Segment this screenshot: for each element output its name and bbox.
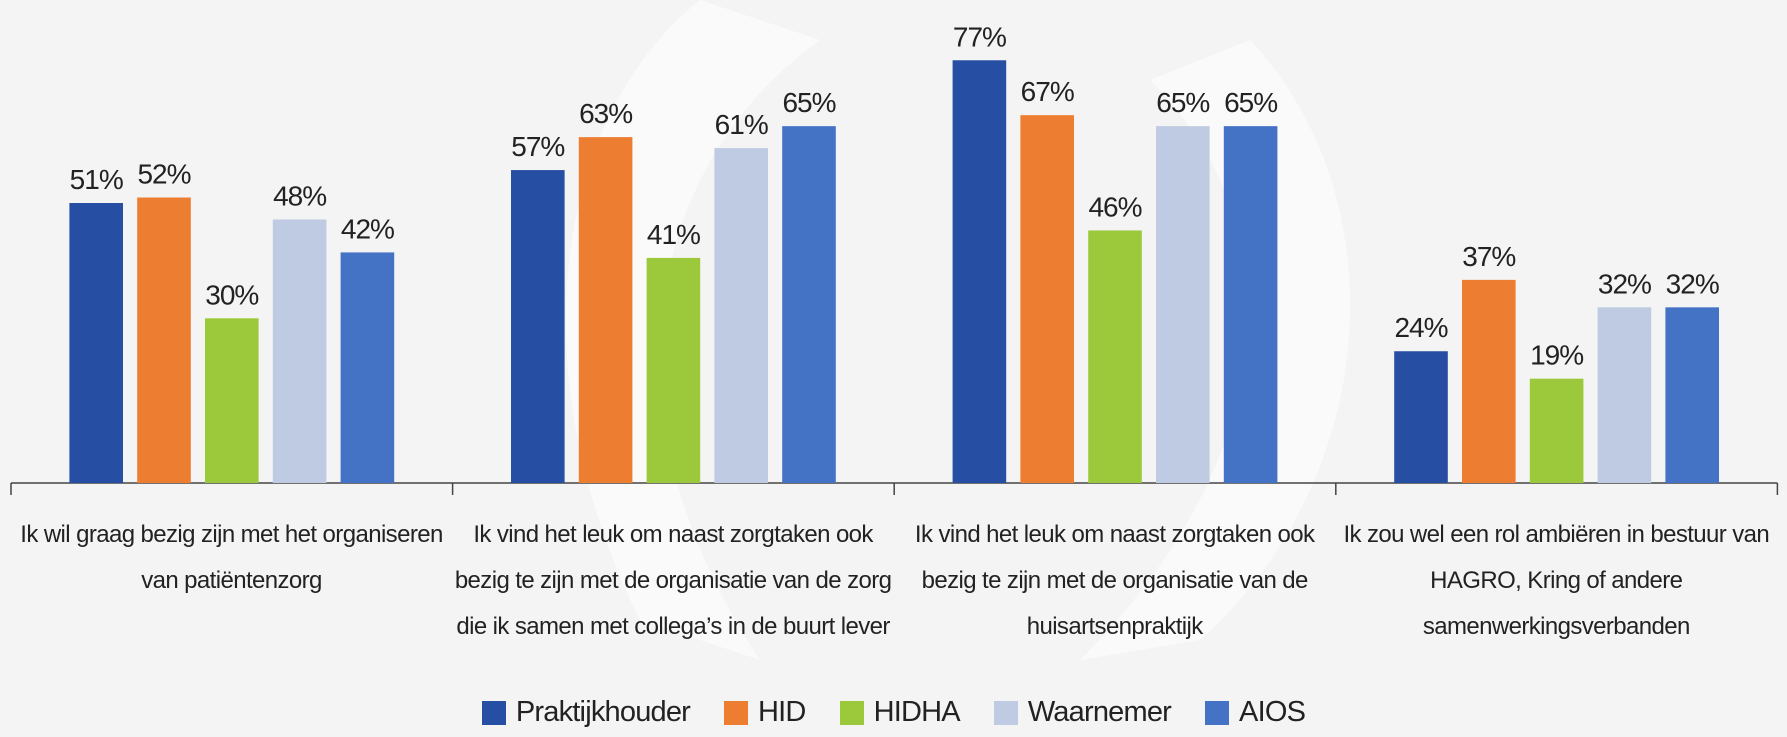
data-label: 65% [782,87,835,118]
data-label: 32% [1598,268,1651,299]
data-label: 37% [1462,241,1515,272]
data-label: 65% [1224,87,1277,118]
legend-swatch [993,700,1018,725]
legend-label: AIOS [1239,696,1306,728]
bar [272,219,327,484]
bar [340,252,395,483]
x-tick-label: Ik vind het leuk om naast zorgtaken ook … [914,521,1315,640]
bar [1394,351,1448,483]
data-label: 51% [70,164,123,195]
legend-swatch [481,700,506,725]
legend-swatch [839,700,864,725]
bar [1529,378,1584,483]
legend-swatch [724,700,749,725]
x-tick-label: Ik wil graag bezig zijn met het organise… [20,521,443,594]
bar [1462,279,1516,483]
x-tick-label: Ik vind het leuk om naast zorgtaken ook … [454,521,892,640]
legend-item: Praktijkhouder [481,696,691,729]
bar [646,257,701,483]
bar [511,170,565,483]
data-label: 52% [137,159,190,190]
bar [205,318,259,483]
legend-label: HID [758,696,806,728]
data-label: 42% [341,213,394,244]
data-label: 41% [647,219,700,250]
legend-item: Waarnemer [993,696,1172,729]
data-label: 19% [1530,340,1583,371]
bar [137,197,191,483]
data-label: 63% [579,98,632,129]
background-swirl [1080,40,1351,660]
data-label: 32% [1666,268,1719,299]
data-label: 48% [273,180,326,211]
bar [782,126,836,484]
data-label: 77% [953,21,1006,52]
legend-label: HIDHA [873,696,961,728]
data-label: 65% [1156,87,1209,118]
legend-label: Waarnemer [1027,696,1172,728]
bar [1020,115,1074,484]
data-label: 61% [715,109,768,140]
data-label: 46% [1088,191,1141,222]
data-label: 67% [1021,76,1074,107]
bar [1223,126,1278,484]
bar [1597,307,1652,483]
legend-swatch [1205,700,1230,725]
bar [1156,126,1210,484]
bar [1665,307,1719,483]
legend-label: Praktijkhouder [515,696,691,728]
bar [714,148,768,484]
legend-item: HID [724,696,806,729]
bar [1088,230,1142,483]
data-label: 57% [511,131,564,162]
data-label: 24% [1394,312,1447,343]
legend-item: HIDHA [839,696,961,729]
x-tick-label: Ik zou wel een rol ambiëren in bestuur v… [1343,521,1770,640]
legend-item: AIOS [1205,696,1306,729]
legend: Praktijkhouder HID HIDHA Waarnemer AIOS [0,696,1787,729]
bar [69,203,123,483]
data-label: 30% [205,279,258,310]
bar [578,137,633,483]
bar [952,60,1007,484]
